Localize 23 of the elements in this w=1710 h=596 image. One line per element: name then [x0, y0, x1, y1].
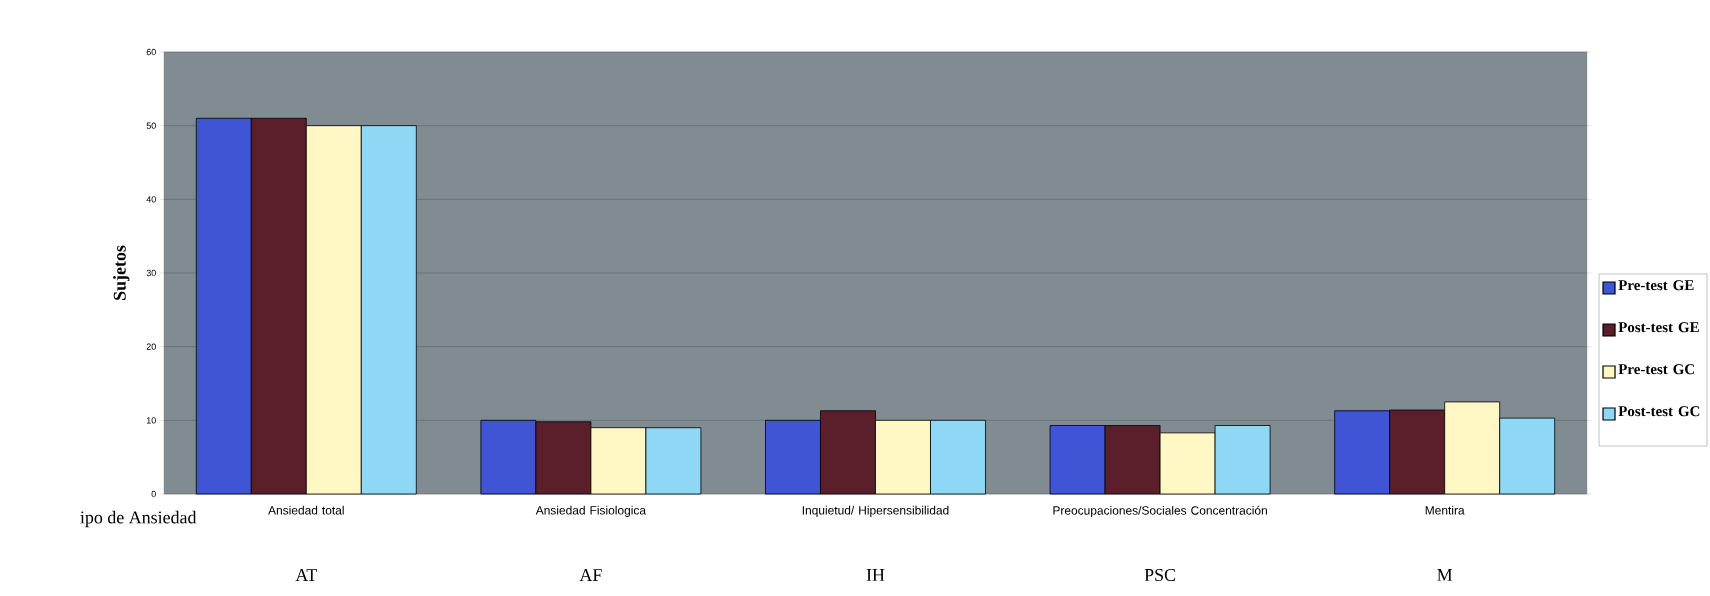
legend-label: Pre-test GE [1618, 280, 1694, 291]
x-axis-title: ipo de Ansiedad [80, 510, 197, 528]
y-tick-label: 40 [146, 196, 156, 203]
text: AF [579, 569, 602, 581]
x-tick-label: Inquietud/ Hipersensibilidad [802, 505, 949, 517]
x-tick-label: Mentira [1425, 505, 1465, 515]
text: AT [295, 569, 317, 581]
text: PSC [1144, 568, 1176, 582]
x-tick-label: Preocupaciones/Sociales Concentración [1053, 505, 1267, 518]
y-tick-label: 30 [146, 269, 156, 277]
y-tick-label: 50 [146, 122, 156, 129]
legend-label: Pre-test GC [1618, 364, 1694, 375]
y-tick-label: 60 [146, 48, 156, 56]
legend-label: Post-test GE [1618, 322, 1699, 333]
y-axis-title: Sujetos [113, 245, 130, 300]
y-tick-label: 0 [151, 490, 156, 498]
x-tick-label: Ansiedad Fisiologica [535, 505, 647, 517]
text: IH [866, 569, 885, 581]
text: M [1437, 569, 1453, 581]
legend-label: Post-test GC [1618, 406, 1700, 417]
y-tick-label: 20 [146, 343, 156, 350]
y-tick-label: 10 [146, 417, 156, 424]
x-tick-label: Ansiedad total [268, 505, 344, 515]
